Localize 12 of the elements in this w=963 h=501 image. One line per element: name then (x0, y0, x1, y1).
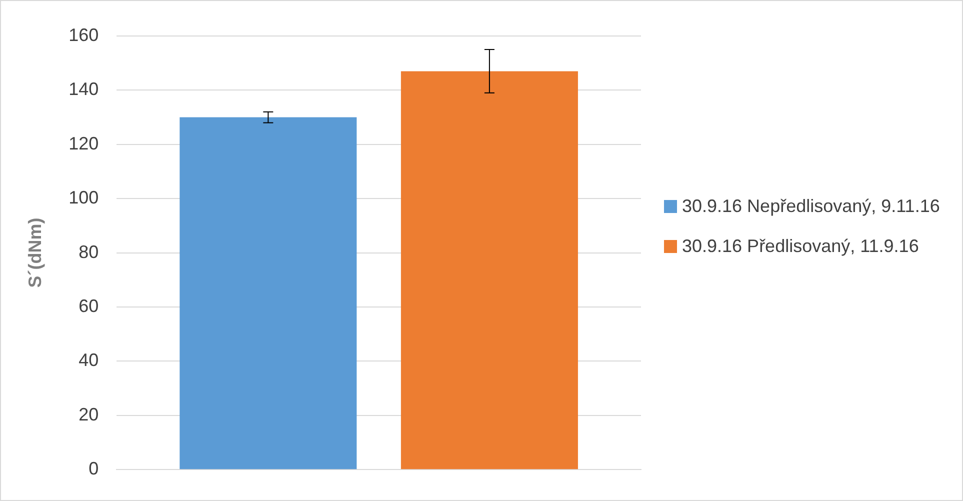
y-tick-label: 140 (68, 79, 99, 100)
y-tick-label: 60 (78, 296, 99, 316)
y-tick-label: 40 (78, 350, 99, 370)
y-tick-label: 20 (78, 404, 99, 424)
y-tick-label: 0 (88, 458, 99, 479)
y-tick-label: 120 (68, 133, 99, 154)
y-tick-label: 80 (78, 242, 99, 262)
y-tick-label: 160 (68, 24, 99, 45)
y-tick-label: 100 (68, 188, 99, 208)
legend-label: 30.9.16 Nepředlisovaný, 9.11.16 (682, 195, 940, 218)
legend-label: 30.9.16 Předlisovaný, 11.9.16 (682, 235, 919, 258)
y-axis-title: S´(dNm) (24, 218, 45, 288)
